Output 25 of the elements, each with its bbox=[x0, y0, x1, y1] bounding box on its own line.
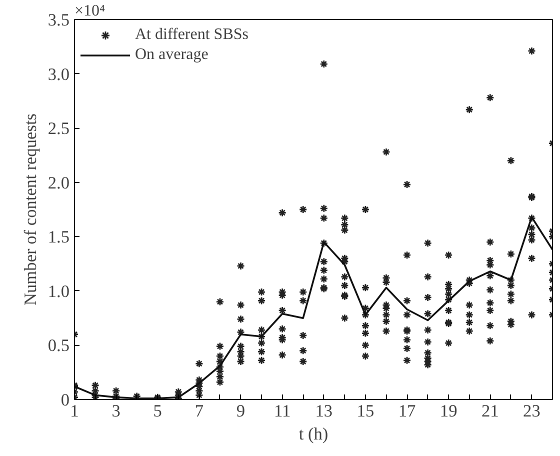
y-tick-label: 0.5 bbox=[48, 336, 70, 356]
y-tick-label: 1.0 bbox=[48, 282, 70, 301]
x-tick-label: 11 bbox=[274, 402, 291, 420]
x-tick-label: 9 bbox=[236, 402, 246, 420]
annotation: ×10⁴ bbox=[74, 2, 106, 20]
y-tick-label: 3.5 bbox=[48, 10, 70, 30]
x-tick-label: 3 bbox=[112, 402, 120, 420]
y-tick-label: 1.5 bbox=[48, 228, 70, 247]
x-tick-label: 5 bbox=[153, 402, 162, 420]
y-axis-title: Number of content requests bbox=[20, 113, 40, 306]
legend-label: At different SBSs bbox=[135, 26, 248, 44]
x-tick-label: 13 bbox=[315, 402, 333, 420]
y-tick-label: 3.0 bbox=[48, 64, 70, 84]
legend-label: On average bbox=[135, 46, 208, 64]
x-tick-label: 19 bbox=[440, 402, 458, 420]
x-axis-title: t (h) bbox=[298, 424, 328, 444]
x-tick-label: 23 bbox=[523, 402, 540, 420]
x-tick-label: 1 bbox=[70, 402, 79, 420]
x-tick-label: 15 bbox=[356, 402, 374, 420]
y-tick-label: 0 bbox=[60, 390, 70, 410]
x-tick-label: 7 bbox=[194, 402, 204, 420]
y-tick-label: 2.0 bbox=[48, 173, 70, 192]
x-tick-label: 21 bbox=[481, 402, 499, 420]
y-tick-label: 2.5 bbox=[48, 119, 70, 138]
x-tick-label: 17 bbox=[398, 402, 416, 420]
